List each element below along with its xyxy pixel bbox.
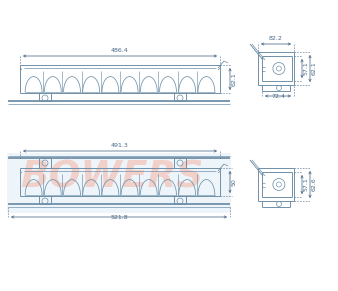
Text: 72.4: 72.4 [271,94,285,99]
Text: 82.2: 82.2 [269,36,283,41]
Text: 521.8: 521.8 [110,215,128,220]
Text: BOWERS: BOWERS [20,160,204,196]
FancyBboxPatch shape [7,153,231,213]
Text: 491.3: 491.3 [111,143,129,148]
Text: 57.1: 57.1 [304,178,309,191]
Text: 486.4: 486.4 [111,48,129,53]
Text: 62.1: 62.1 [312,62,317,75]
Text: 57.1: 57.1 [304,62,309,75]
Text: 50: 50 [232,178,237,186]
Text: 62.6: 62.6 [312,178,317,191]
Text: 62.1: 62.1 [232,72,237,86]
